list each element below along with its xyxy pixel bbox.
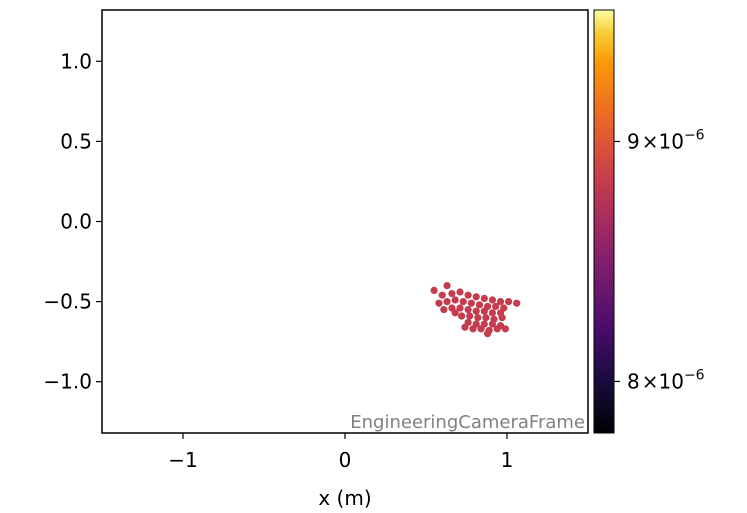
y-tick-label: 0.0 — [60, 210, 92, 234]
plot-frame — [101, 9, 589, 434]
data-point — [488, 309, 497, 317]
colorbar-tick-label: 8 ×10−6 — [627, 367, 705, 393]
data-point — [488, 320, 497, 328]
data-point — [459, 298, 467, 306]
frame-annotation: EngineeringCameraFrame — [350, 412, 585, 433]
data-point — [475, 301, 484, 309]
data-point — [505, 298, 513, 306]
data-point — [474, 314, 482, 322]
y-tick-label: 0.5 — [60, 129, 92, 153]
x-tick-label: 0 — [339, 448, 352, 472]
data-point — [451, 309, 459, 317]
data-point — [435, 299, 443, 307]
colorbar-tick-label: 9 ×10−6 — [627, 127, 705, 153]
x-axis-label: x (m) — [318, 486, 371, 510]
data-point — [492, 302, 500, 311]
y-tick-label: 1.0 — [60, 49, 92, 73]
data-point — [438, 291, 446, 299]
colorbar-ticks: 9 ×10−6 8 ×10−6 — [614, 127, 705, 393]
data-point — [456, 304, 464, 312]
data-point — [480, 307, 488, 315]
data-point — [464, 291, 472, 299]
y-axis-ticks: 1.0 0.5 0.0 −0.5 −1.0 — [43, 49, 102, 394]
data-point — [443, 281, 451, 290]
x-tick-label: −1 — [168, 448, 197, 472]
data-point — [451, 296, 459, 304]
data-point — [513, 299, 521, 307]
data-point — [469, 325, 477, 333]
data-point — [480, 294, 488, 303]
data-point — [493, 325, 501, 333]
data-point — [448, 290, 456, 298]
data-point — [472, 307, 480, 315]
data-point — [482, 314, 490, 322]
data-point — [466, 312, 474, 320]
data-point — [488, 296, 497, 304]
y-tick-label: −1.0 — [43, 370, 92, 394]
data-point — [430, 286, 438, 294]
x-tick-label: 1 — [501, 448, 514, 472]
data-point — [461, 323, 469, 331]
data-point — [464, 306, 472, 314]
scatter-points — [430, 281, 521, 338]
data-point — [443, 298, 451, 306]
data-point — [456, 288, 464, 296]
data-point — [467, 299, 475, 307]
data-point — [458, 312, 466, 320]
data-point — [472, 293, 480, 301]
data-point — [501, 325, 509, 333]
x-axis-ticks: −1 0 1 — [168, 433, 513, 472]
data-point — [483, 330, 492, 338]
data-point — [440, 306, 448, 314]
data-point — [477, 325, 485, 333]
data-point — [498, 314, 506, 322]
y-tick-label: −0.5 — [43, 290, 92, 314]
data-point — [496, 298, 505, 306]
colorbar — [593, 9, 615, 434]
